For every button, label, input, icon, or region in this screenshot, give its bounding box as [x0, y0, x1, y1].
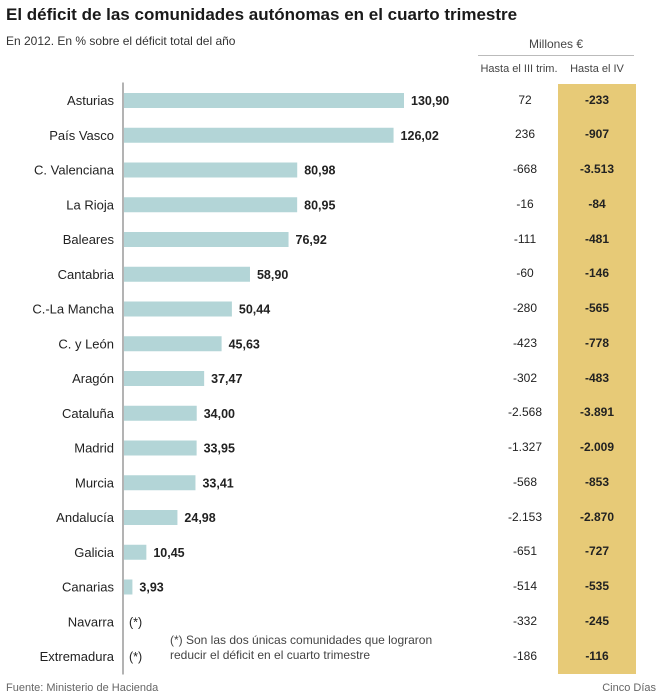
category-label: Baleares — [63, 232, 115, 247]
column-header-iii-trim: Hasta el III trim. — [480, 63, 558, 75]
table-cell-iii-trim: -186 — [512, 648, 538, 663]
table-cell-iv: -146 — [584, 266, 610, 281]
table-cell-iii-trim: -16 — [516, 196, 534, 211]
table-header-rule — [478, 55, 634, 56]
source-note: Fuente: Ministerio de Hacienda — [6, 682, 159, 694]
table-cell-iv: -3.891 — [579, 405, 615, 420]
table-cell-iii-trim: -423 — [512, 335, 538, 350]
data-label: 24,98 — [184, 511, 215, 525]
data-label: 10,45 — [153, 546, 184, 560]
category-label: C. y León — [58, 336, 114, 351]
data-label: 126,02 — [401, 129, 439, 143]
table-cell-iv: -483 — [584, 370, 610, 385]
data-label: 45,63 — [229, 337, 260, 351]
table-cell-iii-trim: -332 — [512, 613, 538, 628]
bar — [124, 440, 197, 456]
table-cell-iii-trim: 236 — [514, 127, 536, 142]
table-cell-iii-trim: -302 — [512, 370, 538, 385]
table-cell-iii-trim: -280 — [512, 301, 538, 315]
table-cell-iv: -3.513 — [579, 162, 615, 176]
table-cell-iv: -853 — [584, 474, 610, 489]
table-cell-iv: -245 — [584, 613, 610, 628]
footnote-line-2: reducir el déficit en el cuarto trimestr… — [170, 648, 371, 662]
category-label: Asturias — [67, 93, 114, 108]
bar — [124, 162, 298, 178]
data-label: 33,41 — [202, 476, 233, 490]
table-cell-iii-trim: -60 — [516, 266, 534, 281]
bar — [124, 93, 404, 108]
bar — [124, 579, 133, 595]
table-cell-iii-trim: -668 — [512, 162, 538, 176]
bar — [124, 510, 178, 525]
category-label: Andalucía — [56, 510, 115, 525]
table-cell-iv: -727 — [584, 544, 610, 559]
table-cell-iii-trim: -2.568 — [507, 405, 543, 420]
category-label: Cantabria — [58, 267, 115, 282]
bar — [124, 266, 250, 282]
data-label: 34,00 — [204, 407, 235, 421]
bar — [124, 197, 298, 213]
chart-title: El déficit de las comunidades autónomas … — [6, 5, 518, 24]
category-label: Canarias — [62, 580, 115, 595]
bar — [124, 544, 147, 560]
category-label: Aragón — [72, 371, 114, 386]
table-cell-iv: -907 — [584, 127, 610, 142]
data-label: (*) — [129, 615, 142, 629]
data-label: 58,90 — [257, 268, 288, 282]
table-cell-iv: -233 — [584, 92, 610, 107]
table-cell-iv: -116 — [585, 648, 609, 663]
table-cell-iv: -84 — [588, 196, 606, 211]
category-label: Madrid — [74, 441, 114, 456]
chart-subtitle: En 2012. En % sobre el déficit total del… — [6, 34, 236, 48]
data-label: 130,90 — [411, 94, 449, 108]
category-label: C.-La Mancha — [32, 302, 114, 317]
category-label: Cataluña — [62, 406, 115, 421]
data-label: (*) — [129, 650, 142, 664]
table-cell-iii-trim: -651 — [512, 544, 538, 559]
bar — [124, 475, 196, 491]
data-label: 33,95 — [204, 442, 235, 456]
bar — [124, 127, 394, 143]
data-label: 3,93 — [139, 581, 163, 595]
bar — [124, 405, 197, 421]
data-label: 80,95 — [304, 198, 335, 212]
category-label: Murcia — [75, 475, 115, 490]
table-cell-iv: -565 — [584, 301, 610, 315]
highlight-column — [558, 84, 636, 674]
table-group-header: Millones € — [528, 37, 584, 51]
bar — [124, 301, 232, 317]
data-label: 50,44 — [239, 303, 270, 317]
bar — [124, 232, 289, 247]
category-label: Galicia — [74, 545, 115, 560]
category-label: La Rioja — [66, 197, 114, 212]
data-label: 37,47 — [211, 372, 242, 386]
category-label: C. Valenciana — [34, 163, 115, 178]
data-label: 76,92 — [296, 233, 327, 247]
bar — [124, 371, 205, 386]
category-label: Extremadura — [40, 649, 115, 664]
table-cell-iv: -2.009 — [579, 440, 615, 454]
table-cell-iv: -2.870 — [579, 509, 615, 524]
table-cell-iii-trim: -111 — [513, 231, 537, 246]
bar — [124, 336, 222, 352]
column-header-iv: Hasta el IV — [570, 63, 624, 75]
category-label: Navarra — [68, 614, 115, 629]
table-cell-iii-trim: -568 — [512, 474, 538, 489]
table-cell-iii-trim: -514 — [512, 579, 538, 593]
credit: Cinco Días — [602, 682, 656, 694]
table-cell-iv: -778 — [584, 335, 610, 350]
table-cell-iv: -481 — [584, 231, 610, 246]
footnote: (*) Son las dos únicas comunidades que l… — [170, 633, 432, 663]
table-cell-iii-trim: -2.153 — [507, 509, 543, 524]
category-label: País Vasco — [49, 128, 114, 143]
table-cell-iii-trim: 72 — [518, 92, 532, 107]
table-cell-iv: -535 — [584, 579, 610, 593]
table-cell-iii-trim: -1.327 — [507, 440, 543, 454]
data-label: 80,98 — [304, 164, 335, 178]
footnote-line-1: (*) Son las dos únicas comunidades que l… — [170, 633, 433, 647]
